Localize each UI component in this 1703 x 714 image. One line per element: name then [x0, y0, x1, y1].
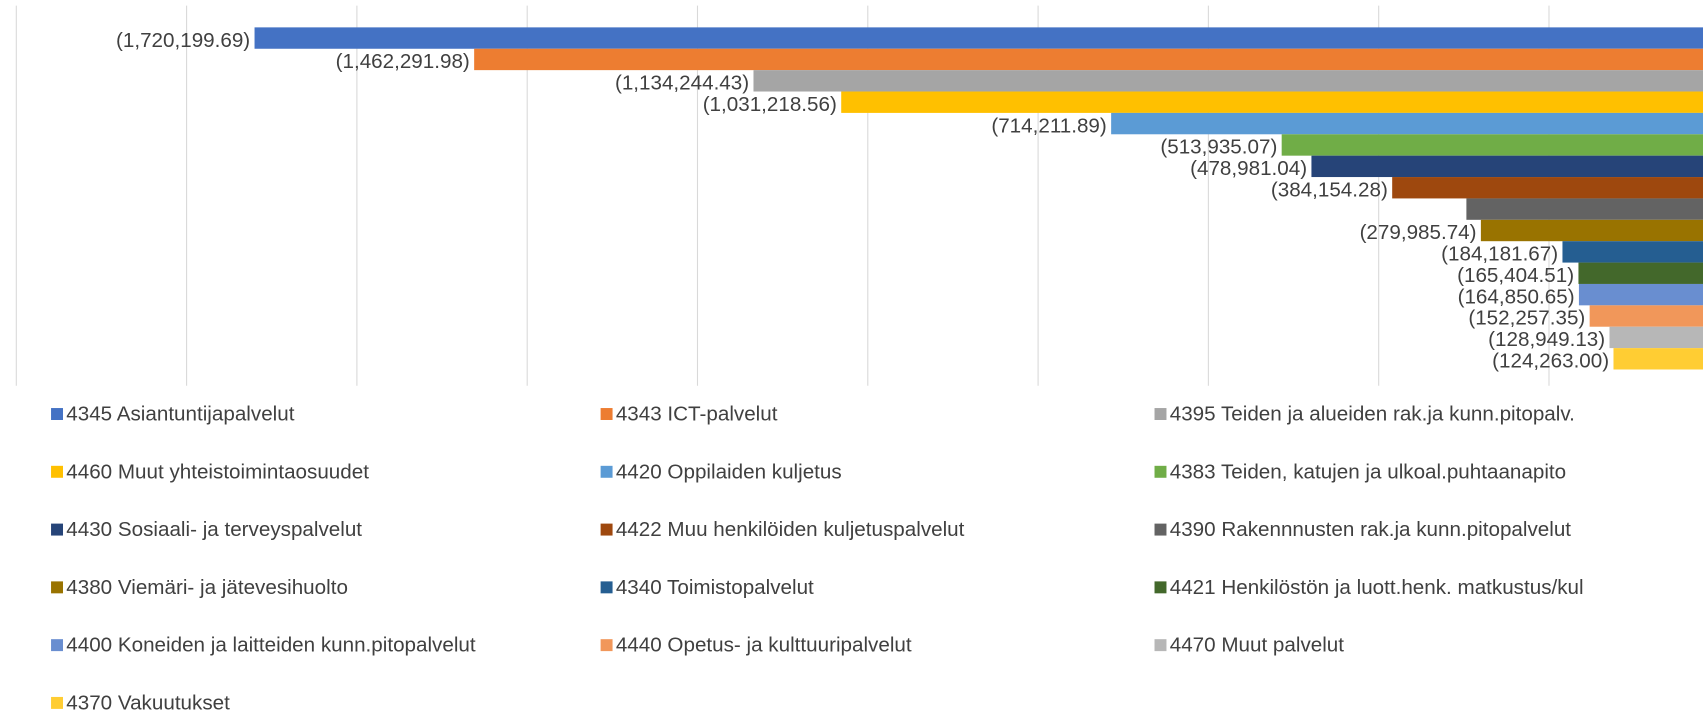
legend-swatch: [1154, 408, 1167, 420]
legend-label: 4420 Oppilaiden kuljetus: [616, 460, 842, 483]
data-label: (1,720,199.69): [116, 29, 250, 52]
bar: [1311, 155, 1703, 178]
bar: [1578, 262, 1703, 284]
data-label: (124,263.00): [1492, 350, 1609, 373]
legend-swatch: [1154, 523, 1167, 536]
bar: [474, 48, 1703, 71]
legend-label: 4395 Teiden ja alueiden rak.ja kunn.pito…: [1170, 403, 1575, 426]
data-label: (1,462,291.98): [336, 50, 470, 73]
legend-label: 4343 ICT-palvelut: [616, 403, 778, 426]
legend-label: 4470 Muut palvelut: [1170, 634, 1345, 657]
legend-swatch: [1154, 639, 1167, 652]
data-label: (152,257.35): [1468, 307, 1585, 330]
bar: [254, 27, 1703, 49]
bar: [1613, 348, 1703, 370]
data-label: (384,154.28): [1271, 178, 1388, 201]
legend-label: 4383 Teiden, katujen ja ulkoal.puhtaanap…: [1170, 460, 1566, 483]
legend-label: 4370 Vakuutukset: [66, 691, 230, 714]
data-label: (1,134,244.43): [615, 72, 749, 95]
legend-label: 4440 Opetus- ja kulttuuripalvelut: [616, 634, 912, 657]
legend-swatch: [51, 465, 63, 478]
legend-swatch: [1154, 465, 1167, 478]
data-label: (513,935.07): [1160, 136, 1277, 159]
bar: [1111, 112, 1703, 135]
data-label: (279,985.74): [1360, 221, 1477, 244]
legend-swatch: [600, 523, 613, 536]
bar: [1392, 177, 1703, 199]
legend-label: 4380 Viemäri- ja jätevesihuolto: [66, 576, 348, 599]
data-label: (714,211.89): [991, 114, 1106, 137]
legend-label: 4390 Rakennnusten rak.ja kunn.pitopalvel…: [1170, 518, 1572, 541]
legend-swatch: [600, 408, 613, 420]
legend-label: 4400 Koneiden ja laitteiden kunn.pitopal…: [66, 634, 476, 657]
legend-label: 4430 Sosiaali- ja terveyspalvelut: [66, 518, 362, 541]
legend-swatch: [1154, 581, 1167, 594]
data-label: (1,031,218.56): [703, 93, 837, 116]
legend-swatch: [600, 639, 613, 652]
bar: [753, 70, 1703, 92]
bar: [1281, 134, 1703, 156]
legend-label: 4345 Asiantuntijapalvelut: [66, 403, 294, 426]
legend-swatch: [600, 581, 613, 594]
data-label: (128,949.13): [1488, 328, 1605, 351]
data-label: (165,404.51): [1457, 264, 1574, 287]
legend-label: 4422 Muu henkilöiden kuljetuspalvelut: [616, 518, 965, 541]
data-label: (184,181.67): [1441, 243, 1558, 266]
bar: [1609, 326, 1703, 349]
legend-swatch: [600, 465, 613, 478]
bar: [1578, 283, 1703, 306]
bar: [1562, 241, 1703, 263]
bar: [1480, 219, 1703, 242]
bar: [1589, 305, 1703, 327]
legend-label: 4421 Henkilöstön ja luott.henk. matkustu…: [1170, 576, 1584, 599]
legend-label: 4340 Toimistopalvelut: [616, 576, 814, 599]
legend-swatch: [51, 581, 63, 594]
legend-label: 4460 Muut yhteistoimintaosuudet: [66, 460, 369, 483]
legend-swatch: [51, 639, 63, 652]
legend-swatch: [51, 408, 63, 420]
bar: [841, 91, 1703, 113]
legend-swatch: [51, 523, 63, 536]
data-label: (478,981.04): [1190, 157, 1307, 180]
data-label: (164,850.65): [1458, 285, 1575, 308]
bar: [1466, 198, 1703, 220]
legend-swatch: [51, 696, 63, 709]
